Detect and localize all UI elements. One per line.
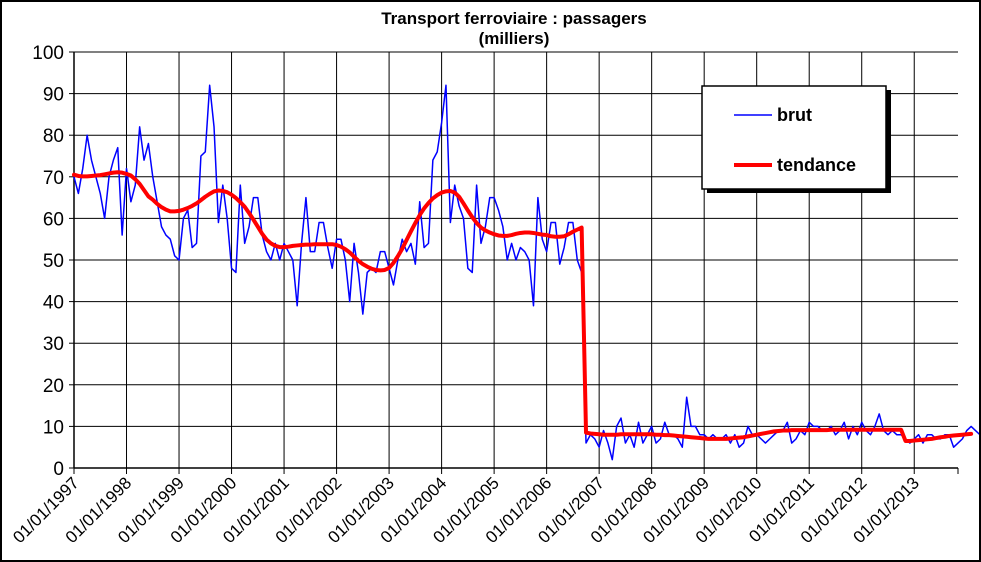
legend: brut tendance xyxy=(701,85,891,193)
legend-label-brut: brut xyxy=(777,105,812,125)
y-tick-label: 100 xyxy=(32,43,64,64)
y-tick-label: 60 xyxy=(43,209,64,230)
chart-title: Transport ferroviaire : passagers xyxy=(381,9,647,28)
y-tick-label: 50 xyxy=(43,251,64,272)
y-tick-label: 20 xyxy=(43,376,64,397)
y-axis-ticks: 0 10 20 30 40 50 60 70 80 90 100 xyxy=(32,43,64,480)
chart-subtitle: (milliers) xyxy=(479,29,550,48)
legend-label-tendance: tendance xyxy=(777,155,856,175)
y-tick-label: 30 xyxy=(43,334,64,355)
series-line-tendance xyxy=(72,170,974,443)
legend-box xyxy=(701,85,887,190)
y-tick-label: 80 xyxy=(43,126,64,147)
x-axis-ticks: 01/01/199701/01/199801/01/199901/01/2000… xyxy=(9,473,923,547)
y-tick-label: 0 xyxy=(53,459,64,480)
y-tick-label: 40 xyxy=(43,293,64,314)
axes xyxy=(69,51,959,474)
y-tick-label: 10 xyxy=(43,417,64,438)
series-lines xyxy=(72,84,979,461)
y-tick-label: 70 xyxy=(43,168,64,189)
y-tick-label: 90 xyxy=(43,85,64,106)
